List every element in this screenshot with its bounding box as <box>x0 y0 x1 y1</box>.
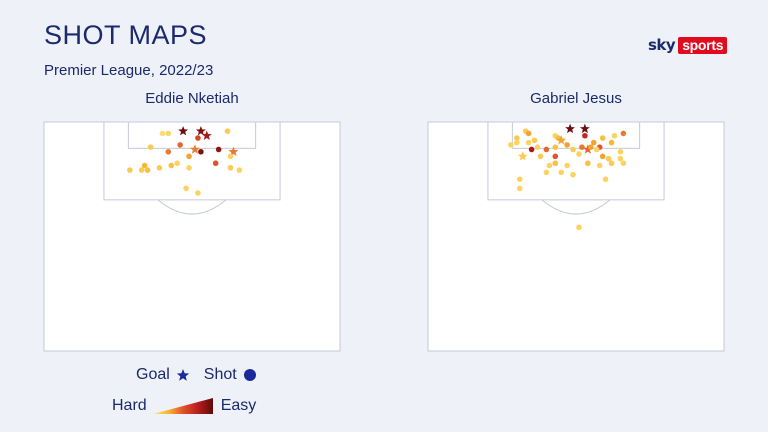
goal-star <box>517 151 528 161</box>
shot-dot <box>537 153 544 160</box>
star-icon <box>176 368 190 382</box>
six-yard-box <box>511 121 641 149</box>
player-name-right: Gabriel Jesus <box>530 90 622 107</box>
goal-star <box>565 123 576 134</box>
shot-dot <box>127 167 133 173</box>
shot-dot <box>531 137 538 144</box>
legend-easy-label: Easy <box>220 397 257 414</box>
page-title: SHOT MAPS <box>44 20 208 50</box>
shot-dot <box>611 132 618 139</box>
difficulty-gradient <box>152 396 215 416</box>
shot-dot <box>186 153 192 160</box>
penalty-arc <box>541 199 611 215</box>
circle-icon <box>243 368 257 382</box>
legend-shot-label: Shot <box>203 366 237 383</box>
legend-hard-label: Hard <box>112 397 147 414</box>
sky-sports-logo: sky sports <box>648 36 728 54</box>
shot-dot <box>508 142 514 148</box>
shot-dot <box>543 169 550 176</box>
shot-dot <box>174 160 180 167</box>
shot-dot <box>168 162 175 169</box>
shot-dot <box>215 146 222 153</box>
shot-dot <box>195 135 201 141</box>
shot-dot <box>528 146 535 153</box>
shot-dot <box>582 132 588 139</box>
shot-dot <box>552 153 559 160</box>
shot-dot <box>608 139 615 146</box>
goal-star <box>201 130 212 140</box>
shot-dot <box>620 160 627 167</box>
pitch-background <box>427 121 725 352</box>
shot-dot <box>620 130 627 137</box>
shot-dot <box>602 176 609 183</box>
shot-dot <box>552 160 559 167</box>
shot-dot <box>617 148 624 155</box>
shot-dot <box>605 155 612 162</box>
logo-sports-text: sports <box>678 36 728 54</box>
shot-dot <box>516 185 523 192</box>
shot-dot <box>144 167 151 173</box>
shot-dot <box>525 139 532 146</box>
pitch-background <box>43 121 341 352</box>
legend-difficulty: Hard Easy <box>112 396 256 416</box>
legend-goal-label: Goal <box>136 366 170 383</box>
shot-dot <box>141 162 148 169</box>
shot-dot <box>514 139 520 146</box>
shot-dot <box>525 130 532 137</box>
shot-dot <box>165 130 172 137</box>
legend-symbols: Goal Shot <box>136 366 263 384</box>
shot-dot <box>564 142 570 148</box>
player-name-left: Eddie Nketiah <box>145 90 239 107</box>
shot-dot <box>543 146 550 153</box>
shot-dot <box>570 171 576 178</box>
shot-dot <box>165 148 172 155</box>
shot-dot <box>138 167 145 173</box>
shot-dot <box>590 139 597 146</box>
shot-dot <box>224 128 231 134</box>
goal-star <box>579 123 590 134</box>
shot-dot <box>183 185 189 192</box>
goal-star <box>195 125 206 136</box>
shot-dot <box>576 224 582 231</box>
page-subtitle: Premier League, 2022/23 <box>44 62 214 79</box>
logo-sky-text: sky <box>648 36 676 54</box>
shot-dot <box>186 165 192 171</box>
shot-dot <box>593 146 600 153</box>
shot-dot <box>579 144 585 150</box>
shot-dot <box>599 153 606 160</box>
shot-dot <box>516 176 523 183</box>
goal-star <box>178 125 189 136</box>
shot-dot <box>585 160 591 167</box>
shot-dot <box>198 148 204 155</box>
shot-dot <box>227 165 234 171</box>
shot-dot <box>617 155 624 162</box>
shot-dot <box>147 144 154 150</box>
shot-dot <box>227 153 234 160</box>
shot-dot <box>596 162 603 169</box>
shot-dot <box>558 169 564 176</box>
shot-dot <box>552 144 559 150</box>
shot-dot <box>576 151 582 157</box>
shot-dot <box>534 144 541 150</box>
shot-dot <box>599 135 606 141</box>
shot-dot <box>212 160 219 167</box>
shot-dot <box>564 162 570 169</box>
shot-dot <box>236 167 243 173</box>
shot-dot <box>588 144 594 150</box>
shot-dot <box>546 162 553 169</box>
goal-star <box>228 146 239 156</box>
shot-dot <box>177 142 183 148</box>
shot-dot <box>514 135 520 141</box>
shot-dot <box>608 160 615 167</box>
shot-dot <box>570 146 576 153</box>
shot-dot <box>195 190 201 196</box>
goal-star <box>556 135 567 145</box>
goal-star <box>582 144 593 154</box>
goal-star <box>190 144 200 154</box>
shot-dot <box>156 165 163 171</box>
shot-dot <box>159 130 166 137</box>
penalty-arc <box>157 199 227 215</box>
